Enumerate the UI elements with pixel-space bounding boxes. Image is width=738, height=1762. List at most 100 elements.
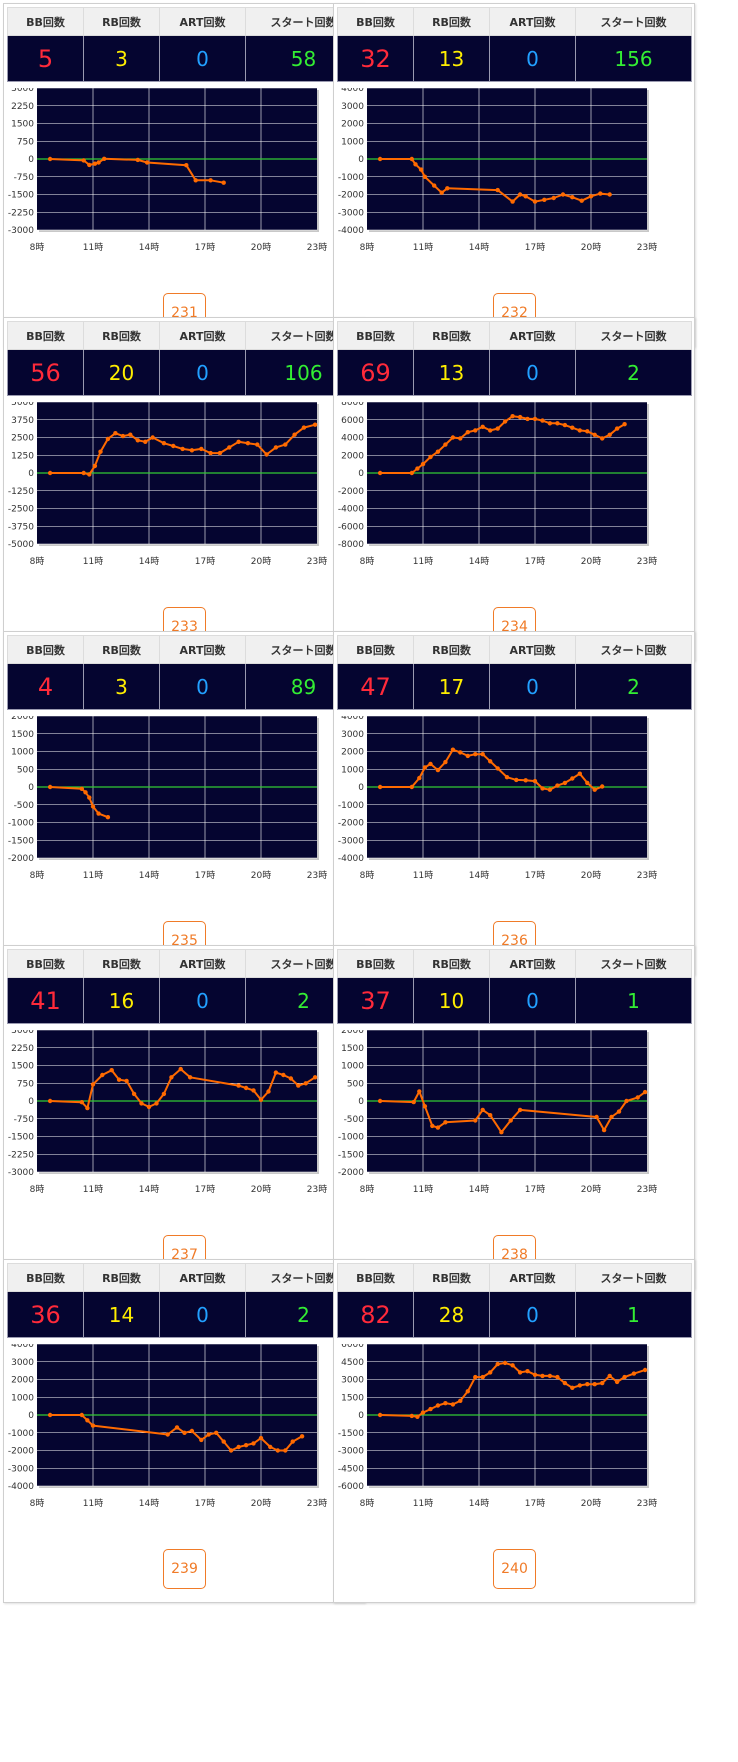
data-point <box>600 1380 605 1386</box>
data-point <box>551 195 556 201</box>
machine-number-button[interactable]: 239 <box>163 1549 206 1589</box>
x-tick-label: 20時 <box>251 1184 271 1195</box>
x-tick-label: 17時 <box>525 556 545 567</box>
x-tick-label: 11時 <box>413 1184 433 1195</box>
data-point <box>409 470 414 476</box>
y-tick-label: -500 <box>14 801 35 811</box>
art-count: 0 <box>159 1291 246 1338</box>
bb-header: BB回数 <box>337 7 414 36</box>
data-point <box>517 414 523 420</box>
machine-card-238: BB回数 RB回数 ART回数 スタート回数 37 10 0 1 2000 150… <box>333 945 695 1289</box>
stats-header-row: BB回数 RB回数 ART回数 スタート回数 <box>7 1263 362 1292</box>
y-tick-label: 2500 <box>11 434 34 444</box>
data-point <box>607 1373 612 1379</box>
y-tick-label: -2500 <box>8 505 34 515</box>
y-tick-label: -4000 <box>338 505 364 515</box>
data-point <box>577 428 582 433</box>
x-tick-label: 20時 <box>251 242 271 253</box>
data-point <box>555 1374 560 1380</box>
x-tick-label: 11時 <box>83 870 103 881</box>
data-point <box>428 761 433 767</box>
start-count: 1 <box>575 977 692 1024</box>
data-point <box>540 1373 545 1379</box>
bb-header: BB回数 <box>7 7 84 36</box>
data-point <box>221 1439 226 1444</box>
x-tick-label: 8時 <box>360 870 375 881</box>
data-point <box>600 784 605 789</box>
data-point <box>299 1434 305 1439</box>
art-header: ART回数 <box>489 1263 576 1292</box>
y-tick-label: -8000 <box>338 540 364 550</box>
data-point <box>116 1077 122 1082</box>
data-point <box>143 439 148 444</box>
data-point <box>465 430 470 435</box>
data-point <box>292 432 297 437</box>
machine-number-button[interactable]: 240 <box>493 1549 536 1589</box>
data-point <box>614 1379 620 1385</box>
stats-value-row: 32 13 0 156 <box>337 35 692 82</box>
y-tick-label: 2000 <box>11 716 34 722</box>
x-tick-label: 11時 <box>83 1498 103 1509</box>
y-tick-label: 1000 <box>341 137 364 147</box>
art-header: ART回数 <box>159 7 246 36</box>
data-point <box>488 428 493 433</box>
x-tick-label: 14時 <box>469 556 489 567</box>
data-point <box>178 1066 183 1072</box>
data-point <box>245 441 251 446</box>
bb-header: BB回数 <box>337 635 414 664</box>
rb-count: 16 <box>83 977 160 1024</box>
y-tick-label: 0 <box>358 155 364 165</box>
x-tick-label: 8時 <box>360 1184 375 1195</box>
series-line <box>50 1414 303 1452</box>
data-point <box>161 441 167 446</box>
data-point <box>422 1104 428 1109</box>
data-point <box>542 197 547 202</box>
data-point <box>377 156 383 162</box>
y-tick-label: 1000 <box>11 1393 34 1403</box>
stats-table: BB回数 RB回数 ART回数 スタート回数 32 13 0 156 <box>337 7 692 82</box>
stats-value-row: 4 3 0 89 <box>7 663 362 710</box>
data-point <box>420 1410 426 1415</box>
data-point <box>258 1435 264 1441</box>
data-point <box>428 1406 433 1412</box>
rb-count: 3 <box>83 35 160 82</box>
x-tick-label: 14時 <box>139 1184 159 1195</box>
x-tick-label: 14時 <box>469 1498 489 1509</box>
rb-header: RB回数 <box>413 321 490 350</box>
rb-header: RB回数 <box>413 949 490 978</box>
x-tick-label: 23時 <box>307 1184 327 1195</box>
stats-value-row: 82 28 0 1 <box>337 1291 692 1338</box>
y-tick-label: 0 <box>28 1097 34 1107</box>
data-point <box>169 1075 174 1080</box>
x-tick-label: 20時 <box>251 870 271 881</box>
machine-card-234: BB回数 RB回数 ART回数 スタート回数 69 13 0 2 8000 600… <box>333 317 695 661</box>
data-point <box>480 424 485 429</box>
art-header: ART回数 <box>489 635 576 664</box>
data-point <box>465 1389 470 1394</box>
start-count: 156 <box>575 35 692 82</box>
rb-count: 14 <box>83 1291 160 1338</box>
data-point <box>81 470 86 476</box>
data-point <box>422 765 428 770</box>
data-point <box>184 163 189 168</box>
data-point <box>208 450 213 456</box>
data-point <box>98 449 103 454</box>
rb-count: 3 <box>83 663 160 710</box>
bb-header: BB回数 <box>7 321 84 350</box>
y-tick-label: -750 <box>14 173 35 183</box>
rb-header: RB回数 <box>83 7 160 36</box>
data-point <box>217 450 223 456</box>
data-point <box>443 442 448 447</box>
data-point <box>510 414 515 419</box>
y-tick-label: 3000 <box>11 1358 34 1368</box>
data-point <box>283 442 288 447</box>
data-point <box>96 811 101 816</box>
y-tick-label: 3750 <box>11 416 34 426</box>
data-point <box>303 1081 308 1086</box>
x-tick-label: 20時 <box>581 1184 601 1195</box>
data-point <box>443 1401 448 1406</box>
y-tick-label: -6000 <box>338 522 364 532</box>
data-point <box>517 192 523 197</box>
x-tick-label: 23時 <box>307 556 327 567</box>
art-count: 0 <box>159 663 246 710</box>
